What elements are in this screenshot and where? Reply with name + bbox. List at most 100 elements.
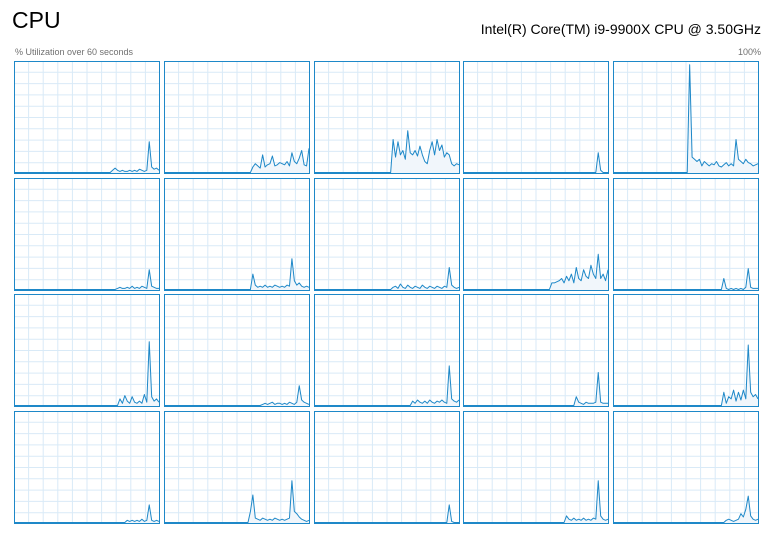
graph-gridlines (463, 410, 610, 524)
utilization-area (314, 130, 459, 173)
cpu-graph-0 (14, 61, 160, 174)
cpu-graph-9 (613, 177, 759, 291)
cpu-graph-13 (463, 294, 610, 408)
cpu-graph-svg (313, 177, 460, 291)
graph-border (313, 294, 460, 408)
utilization-area (164, 148, 309, 173)
utilization-line (164, 480, 309, 523)
cpu-graph-7 (313, 177, 460, 291)
cpu-graph-svg (463, 410, 610, 524)
cpu-graph-17 (313, 410, 460, 524)
utilization-line (314, 266, 459, 290)
cpu-graph-svg (163, 294, 310, 408)
utilization-line (15, 341, 160, 407)
utilization-area (614, 496, 758, 523)
utilization-line (464, 480, 609, 523)
cpu-graph-svg (14, 410, 160, 524)
cpu-graph-svg (613, 410, 759, 524)
utilization-line (464, 152, 609, 173)
graph-border (163, 177, 310, 291)
graph-border (14, 410, 160, 524)
graph-gridlines (313, 61, 460, 174)
graph-border (463, 177, 610, 291)
cpu-graph-svg (463, 61, 610, 174)
graph-border (313, 61, 460, 174)
utilization-label: % Utilization over 60 seconds (15, 47, 134, 57)
cpu-graph-svg (313, 410, 460, 524)
logical-processor-grid (14, 61, 763, 524)
cpu-graph-svg (163, 177, 310, 291)
graph-border (313, 410, 460, 524)
graph-border (313, 177, 460, 291)
graph-gridlines (613, 294, 759, 408)
cpu-graph-svg (613, 294, 759, 408)
graph-gridlines (613, 61, 759, 174)
cpu-graph-8 (463, 177, 610, 291)
utilization-line (15, 504, 160, 523)
graph-gridlines (313, 177, 460, 291)
utilization-area (464, 253, 609, 290)
utilization-area (164, 480, 309, 523)
utilization-line (314, 504, 459, 523)
cpu-graph-svg (463, 294, 610, 408)
graph-border (613, 410, 759, 524)
cpu-graph-svg (313, 294, 460, 408)
cpu-graph-svg (14, 177, 160, 291)
utilization-area (15, 269, 159, 290)
utilization-area (15, 341, 159, 407)
cpu-graph-4 (613, 61, 759, 174)
graph-border (163, 410, 310, 524)
utilization-line (314, 130, 459, 173)
utilization-area (464, 480, 609, 523)
utilization-line (464, 372, 609, 407)
graph-gridlines (313, 410, 460, 524)
utilization-line (314, 365, 459, 407)
graph-border (463, 410, 610, 524)
graph-border (163, 294, 310, 408)
graph-border (613, 177, 759, 291)
utilization-area (614, 345, 758, 407)
graph-gridlines (613, 177, 759, 291)
utilization-line (164, 385, 309, 407)
graph-border (163, 61, 310, 174)
utilization-line (614, 64, 759, 173)
utilization-line (15, 141, 160, 173)
cpu-graph-14 (613, 294, 759, 408)
cpu-model-name: Intel(R) Core(TM) i9-9900X CPU @ 3.50GHz (480, 21, 761, 37)
graph-gridlines (463, 294, 610, 408)
graph-border (463, 61, 610, 174)
cpu-graph-svg (163, 61, 310, 174)
utilization-line (614, 344, 759, 407)
cpu-graph-svg (463, 177, 610, 291)
cpu-graph-svg (613, 61, 759, 174)
cpu-graph-19 (613, 410, 759, 524)
utilization-line (614, 267, 758, 290)
graph-gridlines (163, 177, 310, 291)
utilization-line (164, 148, 310, 173)
utilization-line (464, 253, 609, 290)
graph-gridlines (14, 177, 160, 291)
cpu-graph-6 (163, 177, 310, 291)
cpu-graph-svg (14, 294, 160, 408)
graph-border (613, 294, 759, 408)
utilization-line (164, 257, 309, 290)
graph-border (14, 61, 160, 174)
max-percent-label: 100% (737, 47, 761, 57)
graph-gridlines (163, 61, 310, 174)
cpu-graph-2 (313, 61, 460, 174)
cpu-graph-11 (163, 294, 310, 408)
utilization-area (164, 258, 309, 290)
utilization-area (314, 267, 459, 290)
cpu-graph-16 (163, 410, 310, 524)
graph-gridlines (14, 61, 160, 174)
cpu-graph-svg (613, 177, 759, 291)
graph-border (613, 61, 759, 174)
cpu-graph-svg (14, 61, 160, 174)
graph-border (14, 294, 160, 408)
cpu-graph-10 (14, 294, 160, 408)
cpu-graph-svg (163, 410, 310, 524)
cpu-graph-18 (463, 410, 610, 524)
graph-gridlines (163, 410, 310, 524)
cpu-graph-3 (463, 61, 610, 174)
graph-gridlines (463, 61, 610, 174)
